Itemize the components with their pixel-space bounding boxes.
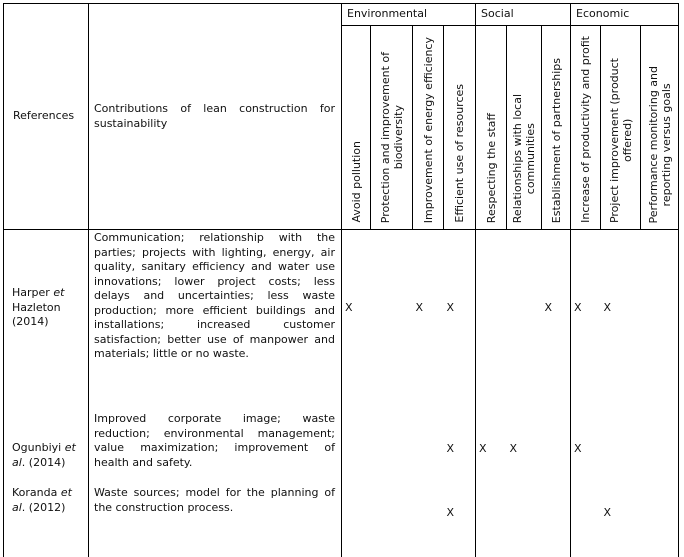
criterion-header: Relationships with local communities (511, 93, 538, 223)
criterion-header-cell: Increase of productivity and profit (570, 25, 602, 230)
reference-cell: Koranda et al. (2012) (3, 482, 89, 557)
table-row: Koranda et al. (2012) Waste sources; mode… (3, 482, 680, 557)
mark-cell (476, 230, 507, 387)
criterion-header-cell: Performance monitoring and reporting ver… (640, 25, 680, 230)
mark-cell (476, 482, 507, 557)
mark-cell: X (443, 229, 477, 386)
group-header-social: Social (475, 3, 572, 26)
mark-cell (507, 482, 542, 557)
criterion-header: Project improvement (product offered) (607, 57, 634, 223)
reference-text: Hazleton (2014) (12, 300, 61, 329)
table-row: Ogunbiyi et al. (2014) Improved corporate… (3, 386, 680, 482)
criterion-header: Avoid pollution (349, 141, 363, 223)
mark-cell: X (345, 300, 353, 314)
mark-cell: X (603, 300, 612, 314)
criterion-header: Efficient use of resources (453, 84, 467, 223)
mark-cell: X (415, 300, 424, 314)
reference-text: . (2012) (21, 500, 66, 514)
mark-cell (413, 386, 444, 482)
mark-cell: X (541, 229, 572, 386)
mark-cell (507, 230, 542, 387)
criterion-header: Respecting the staff (484, 112, 498, 223)
table-row: Harper et Hazleton (2014) Communication; … (3, 229, 680, 387)
mark-cell (640, 386, 680, 482)
criterion-header: Increase of productivity and profit (579, 36, 593, 223)
mark-cell (571, 482, 601, 557)
mark-cell (541, 386, 572, 482)
references-header: References (3, 3, 89, 230)
criterion-header-cell: Efficient use of resources (442, 25, 477, 230)
criterion-header-cell: Relationships with local communities (506, 25, 543, 230)
reference-cell: Harper et Hazleton (2014) (3, 229, 89, 386)
criterion-header: Performance monitoring and reporting ver… (646, 65, 673, 223)
mark-cell: X (443, 386, 477, 482)
criterion-header-cell: Respecting the staff (475, 25, 508, 230)
criterion-header-cell: Establishment of partnerships (541, 25, 572, 230)
reference-text: Harper (12, 286, 54, 300)
group-header-environmental: Environmental (340, 3, 477, 26)
contributions-header: Contributions of lean construction for s… (94, 102, 335, 130)
reference-text: . (2014) (21, 455, 66, 469)
mark-cell (640, 482, 680, 557)
criterion-header-cell: Improvement of energy efficiency (412, 25, 444, 230)
mark-cell (371, 386, 413, 482)
contribution-cell: Improved corporate image; waste reductio… (88, 386, 342, 482)
mark-cell (342, 482, 371, 557)
reference-text: et (53, 286, 65, 300)
reference-text: et al (12, 441, 76, 469)
reference-cell: Ogunbiyi et al. (2014) (3, 386, 89, 482)
mark-cell (640, 229, 680, 386)
mark-cell (371, 230, 413, 387)
mark-cell: X (509, 441, 518, 455)
reference-text: Koranda (12, 486, 61, 499)
mark-cell (371, 482, 413, 557)
criterion-header: Establishment of partnerships (549, 57, 563, 223)
mark-cell (342, 386, 371, 482)
reference-text: Ogunbiyi (12, 441, 65, 454)
group-header-economic: Economic (570, 3, 680, 26)
contribution-cell: Communication; relationship with the par… (88, 229, 342, 386)
mark-cell: X (574, 441, 582, 455)
mark-cell: X (574, 300, 582, 314)
mark-cell: X (443, 482, 477, 557)
mark-cell (541, 482, 572, 557)
criterion-header-cell: Avoid pollution (341, 25, 371, 230)
criterion-header-cell: Project improvement (product offered) (600, 25, 642, 230)
criterion-header: Protection and improvement of biodiversi… (378, 51, 405, 223)
mark-cell (413, 482, 444, 557)
criterion-header: Improvement of energy efficiency (421, 36, 435, 223)
mark-cell (601, 386, 641, 482)
contribution-cell: Waste sources; model for the planning of… (88, 482, 342, 557)
criterion-header-cell: Protection and improvement of biodiversi… (370, 25, 413, 230)
mark-cell: X (603, 506, 612, 519)
lean-sustainability-table: References Contributions of lean constru… (3, 3, 680, 557)
mark-cell: X (479, 441, 487, 455)
